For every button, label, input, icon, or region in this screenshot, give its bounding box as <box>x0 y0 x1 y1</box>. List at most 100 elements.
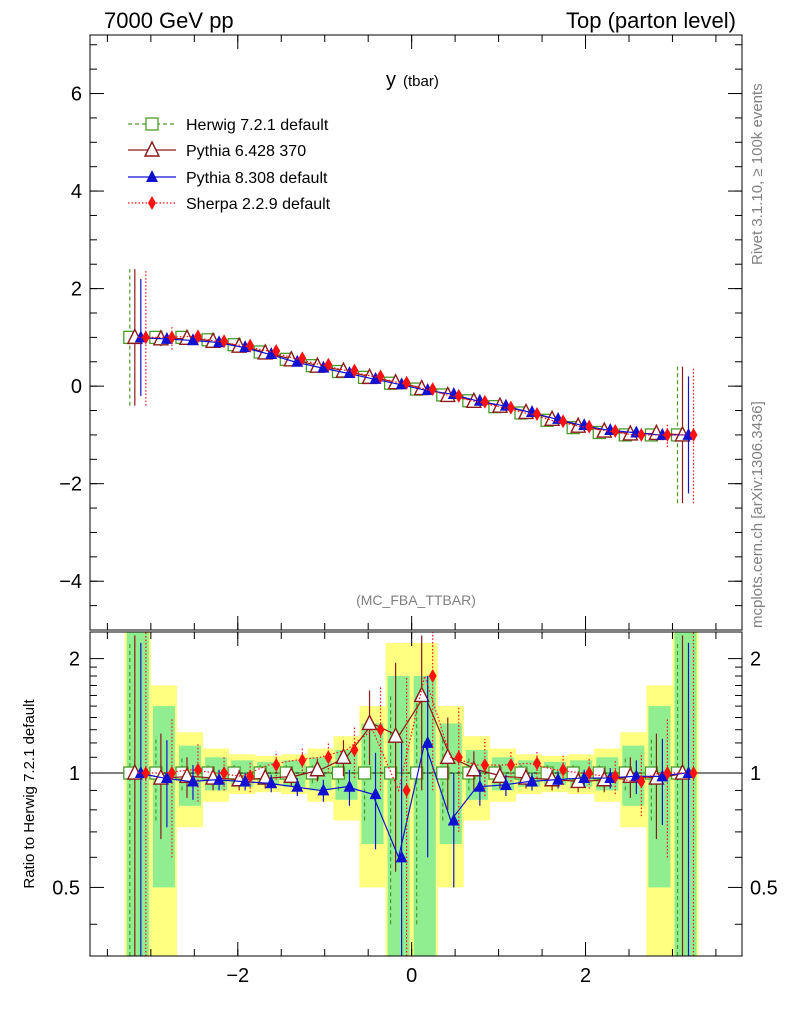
band-inner <box>126 632 149 956</box>
main-ytick-label: 0 <box>71 376 82 398</box>
ratio-sherpa-point <box>533 756 542 771</box>
pythia8-point <box>369 371 382 384</box>
ratio-sherpa-point <box>272 757 281 772</box>
ratio-axes: 0.5 0.5 1 1 2 2 −2 0 2 <box>52 632 778 987</box>
sherpa-point <box>324 357 333 372</box>
main-ytick-label: 4 <box>71 181 82 203</box>
ratio-pythia8-point <box>265 776 278 789</box>
rivet-version-label: Rivet 3.1.10, ≥ 100k events <box>749 83 766 265</box>
ratio-pythia8-point <box>317 783 330 796</box>
sherpa-point <box>141 330 150 345</box>
ratio-ytick-label-left: 1 <box>69 763 80 785</box>
main-ytick-label: −2 <box>59 474 82 496</box>
ratio-pythia8-point <box>656 769 669 782</box>
ratio-sherpa-point <box>559 762 568 777</box>
ratio-xtick-label: 2 <box>580 965 591 987</box>
ratio-pythia6-point <box>178 766 196 784</box>
ratio-pythia8-point <box>578 771 591 784</box>
ratio-xtick-label: −2 <box>226 965 249 987</box>
pythia8-point <box>186 333 199 346</box>
legend-pythia6-label: Pythia 6.428 370 <box>186 143 306 160</box>
pythia6-line <box>137 336 686 436</box>
ratio-pythia6-point <box>465 760 482 777</box>
band-inner <box>152 706 175 888</box>
ratio-sherpa-point <box>167 766 176 781</box>
main-ytick-label: 6 <box>71 84 82 106</box>
ratio-sherpa-point <box>480 757 489 772</box>
ratio-ytick-label-left: 0.5 <box>52 877 80 899</box>
sherpa-point <box>193 329 202 344</box>
ratio-pythia6-point <box>361 713 378 731</box>
ratio-sherpa-point <box>585 766 594 781</box>
ratio-ytick-label-right: 1 <box>750 763 761 785</box>
ratio-pythia6-point <box>257 768 274 785</box>
ratio-sherpa-point <box>324 750 333 765</box>
ratio-pythia8-point <box>552 772 565 785</box>
legend-sherpa: Sherpa 2.2.9 default <box>128 196 331 213</box>
sherpa-point <box>637 427 646 442</box>
ratio-sherpa-point <box>611 769 620 784</box>
pythia8-line <box>137 336 686 436</box>
ratio-pythia8-point <box>186 774 199 787</box>
ratio-sherpa-point <box>298 753 307 768</box>
legend-sherpa-label: Sherpa 2.2.9 default <box>186 196 331 213</box>
ratio-sherpa-point <box>428 669 437 684</box>
pythia8-point <box>343 365 356 378</box>
main-axes: −4 −2 0 2 4 6 <box>59 35 742 631</box>
ratio-xtick-label: 0 <box>406 965 417 987</box>
sherpa-point <box>272 344 281 359</box>
ratio-pythia8-point <box>499 777 512 790</box>
sherpa-point <box>167 330 176 345</box>
sherpa-point <box>533 406 542 421</box>
ratio-series-layer <box>90 632 742 956</box>
ratio-series-sherpa <box>137 632 698 956</box>
plot-title: y <box>386 69 396 91</box>
main-series-layer <box>123 269 698 504</box>
plot-title-sub: (tbar) <box>403 73 439 90</box>
ratio-sherpa-point <box>141 766 150 781</box>
sherpa-line <box>137 335 686 436</box>
ratio-sherpa-point <box>376 722 385 737</box>
sherpa-point <box>559 414 568 429</box>
sherpa-point <box>350 363 359 378</box>
legend-herwig-marker <box>145 117 159 131</box>
ratio-pythia8-point <box>213 772 226 785</box>
ratio-pythia8-point <box>473 779 486 792</box>
header-right: Top (parton level) <box>566 8 736 33</box>
ratio-panel: 0.5 0.5 1 1 2 2 −2 0 2 Ratio to Herwig 7.2.1 def… <box>21 631 778 987</box>
ratio-sherpa-point <box>454 750 463 765</box>
ratio-pythia8-point <box>239 774 252 787</box>
pythia8-point <box>291 354 304 367</box>
ratio-pythia6-point <box>387 726 404 743</box>
ratio-pythia8-point <box>395 850 408 863</box>
band-inner <box>674 632 697 956</box>
ratio-pythia6-point <box>439 747 456 764</box>
legend-pythia8-marker <box>146 170 158 182</box>
ratio-pythia6-point <box>491 766 509 784</box>
ratio-sherpa-point <box>246 769 255 784</box>
ratio-sherpa-point <box>637 774 646 789</box>
ratio-pythia6-point <box>309 760 326 777</box>
legend-herwig-label: Herwig 7.2.1 default <box>186 117 329 134</box>
sherpa-point <box>428 382 437 397</box>
ratio-ytick-label-right: 2 <box>750 649 761 671</box>
legend-pythia6: Pythia 6.428 370 <box>128 140 306 160</box>
main-frame <box>89 34 743 631</box>
sherpa-point <box>246 338 255 353</box>
ratio-sherpa-point <box>350 742 359 757</box>
sherpa-point <box>506 400 515 415</box>
analysis-tag: (MC_FBA_TTBAR) <box>356 592 476 608</box>
legend-pythia6-marker <box>143 140 161 157</box>
ratio-pythia8-point <box>343 779 356 792</box>
pythia8-point <box>265 346 278 359</box>
legend: Herwig 7.2.1 default Pythia 6.428 370 Py… <box>128 117 331 213</box>
ratio-ylabel: Ratio to Herwig 7.2.1 default <box>21 699 38 889</box>
ratio-ytick-label-right: 0.5 <box>750 877 778 899</box>
ratio-sherpa-point <box>506 757 515 772</box>
ratio-pythia6-line <box>137 694 686 783</box>
ratio-herwig-point <box>331 766 346 780</box>
main-ytick-label: 2 <box>71 279 82 301</box>
ratio-pythia6-point <box>335 747 352 764</box>
mcplots-label: mcplots.cern.ch [arXiv:1306.3436] <box>749 401 766 628</box>
